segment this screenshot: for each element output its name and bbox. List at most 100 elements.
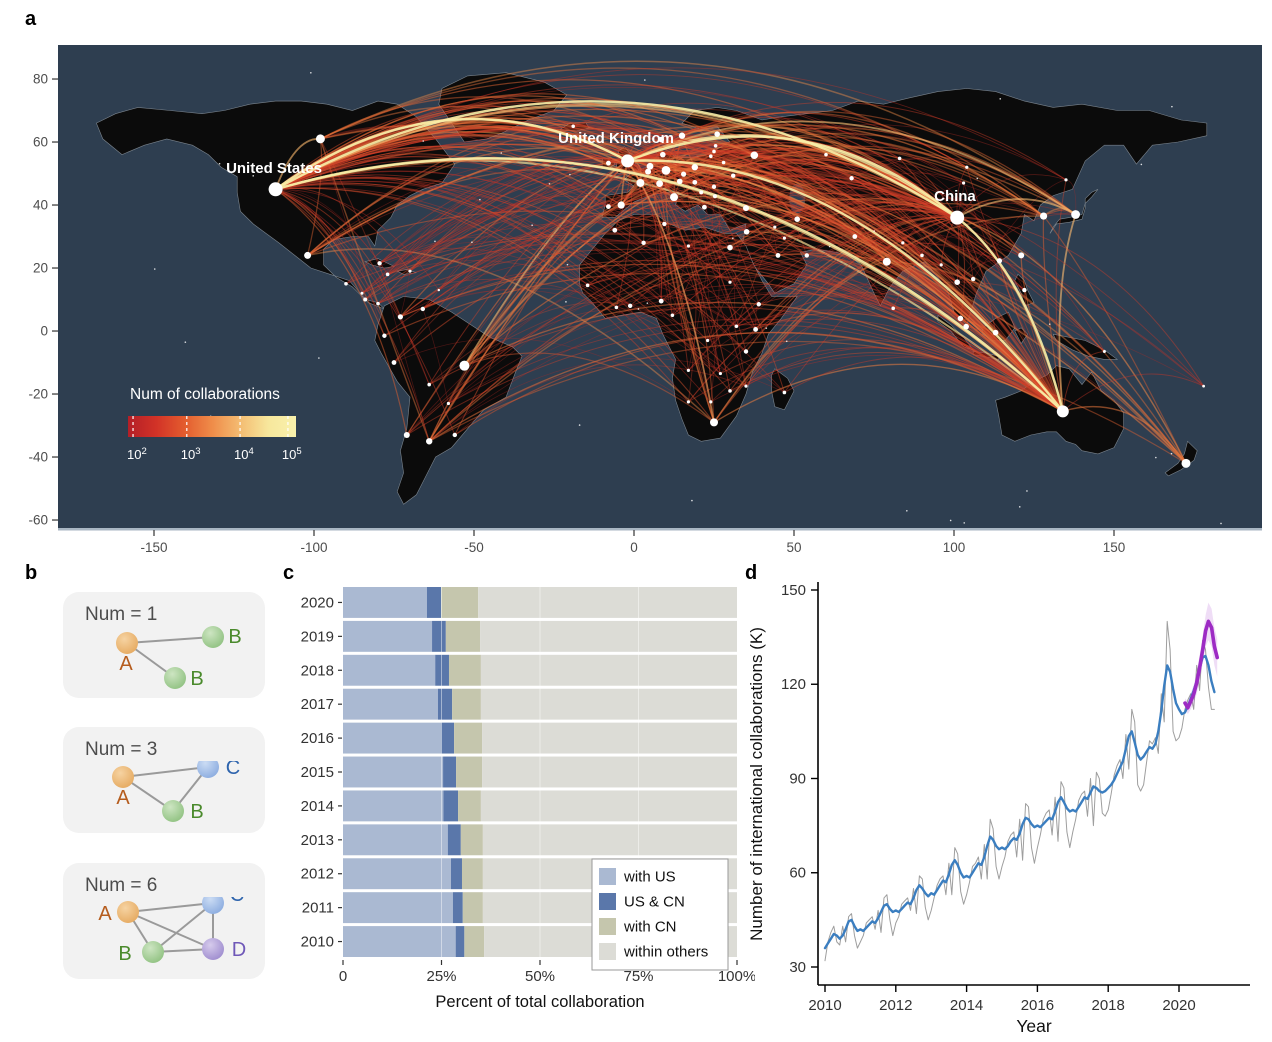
map-arc [275,188,430,442]
network-node-label-a: A [116,787,130,809]
country-dot [344,281,348,286]
map-arc [671,155,755,316]
map-arc [275,187,715,423]
year-tick-label: 2011 [302,900,334,917]
network-node-label-b: B [190,801,203,823]
country-dot [1056,405,1069,418]
country-dot [852,234,858,239]
map-arc [745,216,958,352]
map-arc [409,196,622,272]
map-arc [627,153,856,237]
map-arc [454,331,1064,436]
map-arc [754,154,1105,352]
country-dot [750,151,759,160]
network-edge [126,636,214,644]
country-dot [775,253,781,258]
map-arc [660,123,958,219]
island-speck [963,522,966,524]
map-arc [715,142,904,244]
percent-tick-label: 100% [718,968,755,985]
island-speck [434,240,436,243]
bar-segment-US-&-CN [437,688,453,720]
map-arc [573,116,724,163]
map-arc [627,159,1187,464]
y-tick-label: 150 [781,582,806,599]
bar-segment-within-others [480,688,737,720]
map-arc [616,296,737,327]
island-speck [646,302,649,304]
country-dot [794,216,800,222]
map-arc [387,260,721,374]
island-speck [1048,323,1051,325]
map-arc [379,247,617,308]
country-dot [662,221,667,227]
bar-segment-within-others [478,587,737,618]
map-arc [275,105,574,190]
country-dot [712,194,717,199]
map-label-united-states: United States [226,160,322,177]
map-arc [851,177,1064,412]
map-arc [784,198,958,239]
map-arc [307,156,695,256]
map-arc [972,278,1064,412]
map-arc [659,183,709,341]
country-dot [686,244,691,248]
legend-swatch-with-CN [599,918,616,935]
map-arc [307,210,1064,412]
country-dot [641,240,646,246]
country-dot [627,303,633,309]
map-arc [275,145,665,225]
map-arc [320,67,1044,217]
map-arc [784,217,958,393]
country-dot [661,165,671,175]
lat-tick-label: 20 [33,261,48,276]
map-arc [422,308,449,404]
country-dot [658,298,664,304]
country-dot [699,190,704,195]
country-dot [849,176,854,181]
map-arc [573,102,958,218]
country-dot [992,329,999,336]
map-arc [463,198,958,367]
network-node-label-c: C [230,897,244,906]
x-tick-label: 2014 [950,997,983,1014]
map-arc [275,115,1000,262]
map-arc [307,121,683,256]
island-speck [471,241,473,243]
map-arc [275,188,440,291]
percent-tick-label: 50% [525,968,555,985]
network-node-label-c: C [226,761,240,779]
map-arc [627,112,968,168]
map-arc [627,152,798,220]
country-dot [645,168,652,175]
map-arc [621,174,1000,262]
landmass [1052,333,1119,360]
map-arc [1062,405,1187,464]
network-node-a [117,901,139,923]
map-arc [620,163,696,206]
map-arc [275,123,942,266]
bar-segment-with-US [343,587,427,618]
map-arc [275,177,617,308]
country-dot [315,134,325,144]
map-arc [587,264,1064,412]
map-arc [707,215,958,341]
bar-segment-with-CN [460,824,483,856]
map-arc [275,100,958,219]
collaboration-arcs [274,60,1205,464]
map-arc [710,151,721,402]
map-arc [438,174,958,291]
map-arc [275,188,401,318]
map-arc [345,202,779,285]
country-dot [1064,178,1068,182]
network-node-c [202,897,224,914]
legend-swatch-US-&-CN [599,893,616,910]
country-dot [268,182,283,197]
map-arc [660,255,1105,352]
map-arc [720,339,1064,412]
country-dot [709,154,713,158]
country-dot [1071,210,1080,219]
country-dot [686,400,691,404]
map-arc [275,188,385,336]
country-dot [408,269,412,273]
